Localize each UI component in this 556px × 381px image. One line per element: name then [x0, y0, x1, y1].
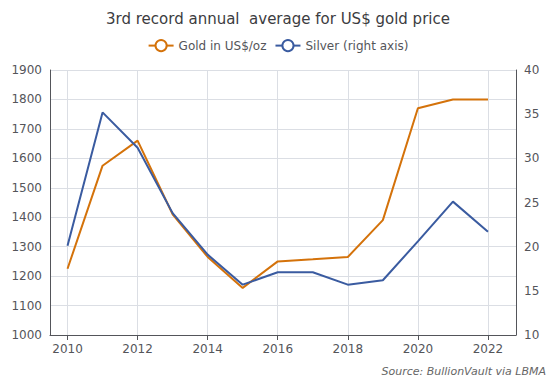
svg-text:20: 20 [524, 240, 539, 254]
svg-text:2012: 2012 [122, 342, 153, 356]
svg-text:2016: 2016 [262, 342, 293, 356]
svg-text:25: 25 [524, 196, 539, 210]
svg-text:1200: 1200 [11, 269, 42, 283]
svg-text:1000: 1000 [11, 328, 42, 342]
svg-text:40: 40 [524, 63, 539, 77]
svg-text:1800: 1800 [11, 92, 42, 106]
svg-text:1700: 1700 [11, 122, 42, 136]
svg-text:35: 35 [524, 107, 539, 121]
svg-text:15: 15 [524, 284, 539, 298]
svg-text:30: 30 [524, 151, 539, 165]
svg-text:Source: BullionVault via LBMA: Source: BullionVault via LBMA [381, 365, 546, 378]
svg-text:1500: 1500 [11, 181, 42, 195]
svg-text:1600: 1600 [11, 151, 42, 165]
svg-text:2010: 2010 [52, 342, 83, 356]
svg-text:1300: 1300 [11, 240, 42, 254]
svg-text:3rd record annual average for: 3rd record annual average for US$ gold p… [106, 10, 450, 28]
svg-text:2022: 2022 [473, 342, 504, 356]
svg-text:1900: 1900 [11, 63, 42, 77]
svg-text:2020: 2020 [403, 342, 434, 356]
svg-text:10: 10 [524, 328, 539, 342]
svg-text:1400: 1400 [11, 210, 42, 224]
svg-text:Gold in US$/oz: Gold in US$/oz [179, 39, 267, 53]
svg-text:2014: 2014 [192, 342, 223, 356]
svg-text:1100: 1100 [11, 299, 42, 313]
svg-text:2018: 2018 [333, 342, 364, 356]
svg-text:Silver (right axis): Silver (right axis) [305, 39, 408, 53]
